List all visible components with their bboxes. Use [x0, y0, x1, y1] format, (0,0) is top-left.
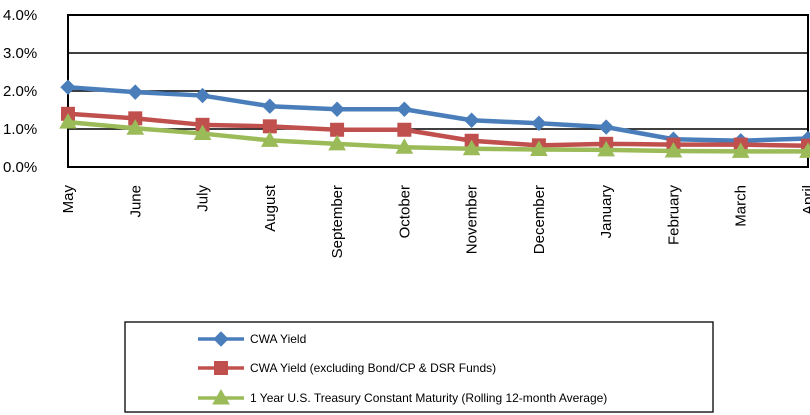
- data-point: [60, 79, 76, 95]
- x-tick-label: May: [60, 185, 77, 214]
- series-1: [60, 79, 810, 149]
- data-point: [262, 119, 277, 134]
- x-tick-label: July: [195, 185, 212, 212]
- x-tick-label: October: [396, 185, 413, 238]
- data-point: [330, 122, 345, 137]
- data-point: [212, 388, 230, 405]
- x-tick-label: January: [598, 185, 615, 239]
- x-tick-label: December: [531, 185, 548, 254]
- data-point: [598, 119, 614, 135]
- x-tick-label: February: [665, 185, 682, 246]
- legend-label: 1 Year U.S. Treasury Constant Maturity (…: [250, 391, 607, 405]
- data-point: [59, 113, 77, 129]
- data-point: [597, 140, 616, 157]
- data-point: [397, 122, 412, 137]
- data-point: [194, 87, 211, 104]
- legend-label: CWA Yield: [250, 332, 306, 346]
- data-point: [664, 142, 683, 158]
- data-point: [462, 139, 481, 156]
- data-point: [262, 98, 278, 114]
- legend-item: CWA Yield: [198, 331, 306, 347]
- legend-item: CWA Yield (excluding Bond/CP & DSR Funds…: [198, 361, 496, 375]
- series-line: [67, 84, 809, 144]
- data-point: [260, 131, 279, 147]
- legend-label: CWA Yield (excluding Bond/CP & DSR Funds…: [250, 361, 496, 375]
- data-point: [395, 138, 414, 154]
- data-point: [214, 361, 228, 375]
- y-tick-label: 3.0%: [3, 45, 37, 62]
- series-3: [59, 113, 810, 158]
- y-tick-label: 4.0%: [3, 7, 37, 24]
- data-point: [463, 112, 480, 128]
- x-tick-label: November: [464, 185, 481, 254]
- y-tick-label: 0.0%: [3, 159, 37, 176]
- x-axis-ticks: May June July August September October Novembe…: [60, 184, 810, 258]
- data-point: [531, 115, 547, 132]
- legend: CWA Yield CWA Yield (excluding Bond/CP & …: [124, 321, 714, 413]
- x-tick-label: August: [262, 184, 279, 232]
- y-tick-label: 1.0%: [3, 121, 37, 138]
- x-tick-label: June: [127, 185, 144, 218]
- data-point: [127, 84, 143, 100]
- x-tick-label: September: [329, 185, 346, 258]
- data-point: [126, 119, 145, 135]
- series-group: [59, 79, 810, 158]
- legend-item: 1 Year U.S. Treasury Constant Maturity (…: [198, 388, 607, 405]
- series-line: [67, 119, 808, 154]
- data-point: [193, 124, 212, 141]
- x-tick-label: March: [733, 185, 750, 227]
- data-point: [328, 134, 346, 151]
- series-line: [67, 111, 809, 148]
- data-point: [213, 331, 229, 347]
- data-point: [731, 142, 750, 158]
- y-axis-ticks: 0.0% 1.0% 2.0% 3.0% 4.0%: [3, 7, 37, 176]
- x-tick-label: April: [800, 185, 810, 215]
- y-tick-label: 2.0%: [3, 83, 37, 100]
- data-point: [530, 140, 548, 157]
- data-point: [329, 101, 345, 117]
- data-point: [396, 101, 413, 117]
- data-point: [799, 142, 810, 158]
